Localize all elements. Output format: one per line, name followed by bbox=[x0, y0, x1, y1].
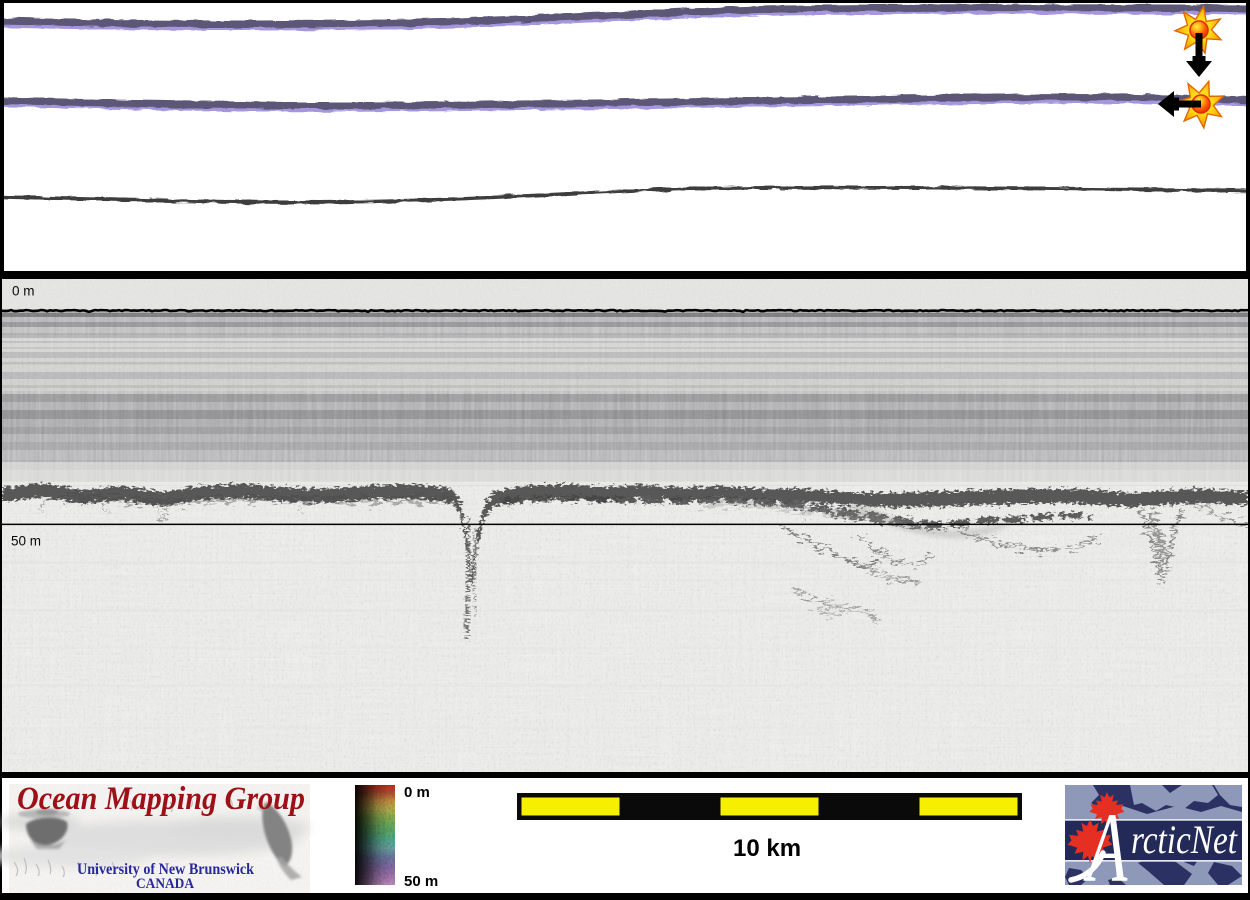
svg-text:rcticNet: rcticNet bbox=[1131, 817, 1238, 862]
svg-text:0 m: 0 m bbox=[404, 784, 430, 801]
svg-text:CANADA: CANADA bbox=[136, 876, 194, 892]
svg-text:50 m: 50 m bbox=[404, 873, 438, 890]
svg-text:50 m: 50 m bbox=[11, 534, 41, 549]
svg-text:A: A bbox=[1083, 794, 1128, 900]
svg-text:10 km: 10 km bbox=[733, 835, 801, 862]
svg-text:0 m: 0 m bbox=[12, 284, 35, 299]
svg-text:University of New Brunswick: University of New Brunswick bbox=[77, 861, 254, 878]
svg-text:Ocean Mapping Group: Ocean Mapping Group bbox=[17, 781, 305, 817]
